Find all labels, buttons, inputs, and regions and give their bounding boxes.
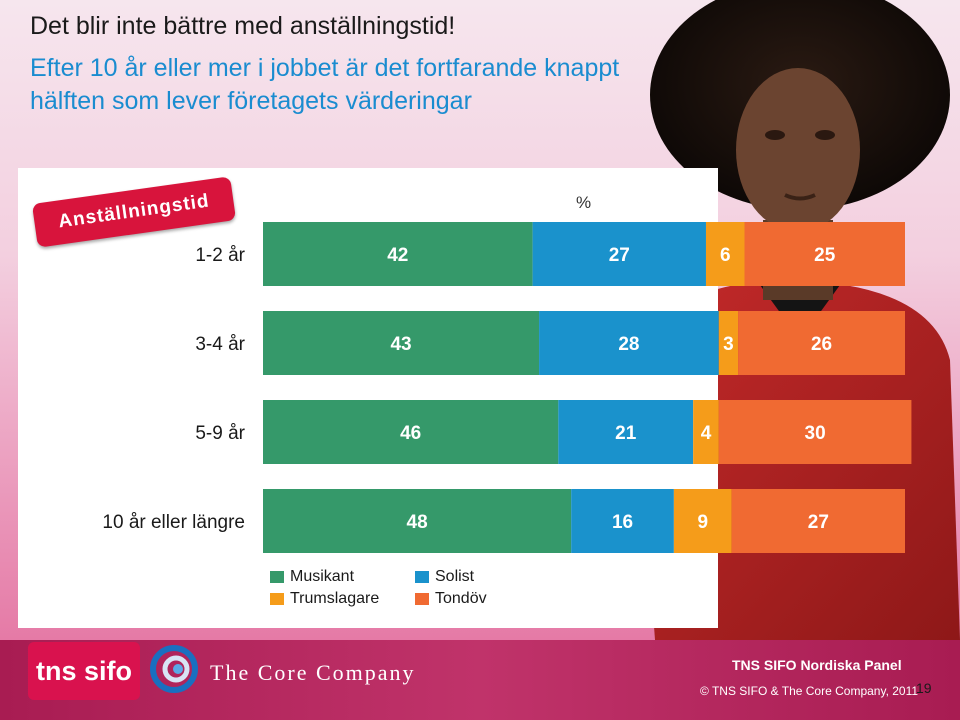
category-label-5-9-r: 5-9 år bbox=[195, 423, 245, 444]
data-label-solist-3-4-r: 28 bbox=[618, 334, 639, 355]
bar-segment-trumslagare-10-r-eller-l-ngre bbox=[673, 489, 732, 553]
bar-segment-solist-3-4-r bbox=[539, 311, 719, 375]
copyright-text: © TNS SIFO & The Core Company, 2011 bbox=[700, 684, 919, 698]
data-label-musikant-1-2-r: 42 bbox=[387, 245, 408, 266]
core-company-logo-icon bbox=[150, 645, 198, 693]
bar-segment-musikant-5-9-r bbox=[263, 400, 559, 464]
data-label-musikant-10-r-eller-l-ngre: 48 bbox=[407, 512, 428, 533]
legend-item-trumslagare: Trumslagare bbox=[270, 590, 415, 608]
data-label-trumslagare-3-4-r: 3 bbox=[723, 334, 734, 355]
data-label-solist-1-2-r: 27 bbox=[609, 245, 630, 266]
legend-swatch-trumslagare bbox=[270, 593, 284, 605]
bar-segment-musikant-3-4-r bbox=[263, 311, 540, 375]
data-label-solist-5-9-r: 21 bbox=[615, 423, 637, 444]
bar-segment-solist-10-r-eller-l-ngre bbox=[571, 489, 674, 553]
bar-segment-solist-1-2-r bbox=[532, 222, 706, 286]
bar-segment-musikant-10-r-eller-l-ngre bbox=[263, 489, 572, 553]
data-label-solist-10-r-eller-l-ngre: 16 bbox=[612, 512, 633, 533]
bar-segment-tond-v-1-2-r bbox=[744, 222, 905, 286]
legend-label-musikant: Musikant bbox=[290, 568, 355, 585]
panel-name: TNS SIFO Nordiska Panel bbox=[732, 657, 902, 673]
legend-item-tondov: Tondöv bbox=[415, 590, 530, 608]
percent-unit-label: % bbox=[576, 193, 592, 212]
data-label-trumslagare-5-9-r: 4 bbox=[701, 423, 712, 444]
data-label-musikant-5-9-r: 46 bbox=[400, 423, 421, 444]
bar-segment-trumslagare-5-9-r bbox=[693, 400, 719, 464]
data-label-trumslagare-10-r-eller-l-ngre: 9 bbox=[697, 512, 708, 533]
data-label-tond-v-1-2-r: 25 bbox=[814, 245, 836, 266]
legend-item-musikant: Musikant bbox=[270, 568, 415, 586]
bar-segment-solist-5-9-r bbox=[558, 400, 694, 464]
tns-sifo-logo: tns sifo bbox=[28, 642, 140, 700]
data-label-musikant-3-4-r: 43 bbox=[390, 334, 411, 355]
legend-swatch-musikant bbox=[270, 571, 284, 583]
category-label-1-2-r: 1-2 år bbox=[195, 245, 245, 266]
chart-legend: Musikant Solist Trumslagare Tondöv bbox=[270, 568, 530, 608]
legend-label-trumslagare: Trumslagare bbox=[290, 590, 380, 607]
legend-swatch-tondov bbox=[415, 593, 429, 605]
category-label-3-4-r: 3-4 år bbox=[195, 334, 245, 355]
data-label-tond-v-10-r-eller-l-ngre: 27 bbox=[808, 512, 829, 533]
bar-segment-tond-v-5-9-r bbox=[718, 400, 912, 464]
legend-swatch-solist bbox=[415, 571, 429, 583]
data-label-tond-v-5-9-r: 30 bbox=[805, 423, 826, 444]
data-label-trumslagare-1-2-r: 6 bbox=[720, 245, 731, 266]
page-number: 19 bbox=[916, 680, 932, 696]
bar-segment-tond-v-3-4-r bbox=[738, 311, 905, 375]
legend-label-solist: Solist bbox=[435, 568, 475, 585]
slide-subtitle: Efter 10 år eller mer i jobbet är det fo… bbox=[30, 54, 620, 115]
legend-item-solist: Solist bbox=[415, 568, 530, 586]
slide-title: Det blir inte bättre med anställningstid… bbox=[30, 12, 456, 40]
bar-segment-trumslagare-1-2-r bbox=[705, 222, 745, 286]
footer-bar bbox=[0, 640, 960, 720]
core-company-name: The Core Company bbox=[210, 660, 416, 685]
legend-label-tondov: Tondöv bbox=[435, 590, 487, 607]
bar-segment-musikant-1-2-r bbox=[263, 222, 533, 286]
bar-segment-tond-v-10-r-eller-l-ngre bbox=[731, 489, 905, 553]
bar-segment-trumslagare-3-4-r bbox=[718, 311, 739, 375]
data-label-tond-v-3-4-r: 26 bbox=[811, 334, 832, 355]
category-label-10-r-eller-l-ngre: 10 år eller längre bbox=[102, 512, 245, 533]
